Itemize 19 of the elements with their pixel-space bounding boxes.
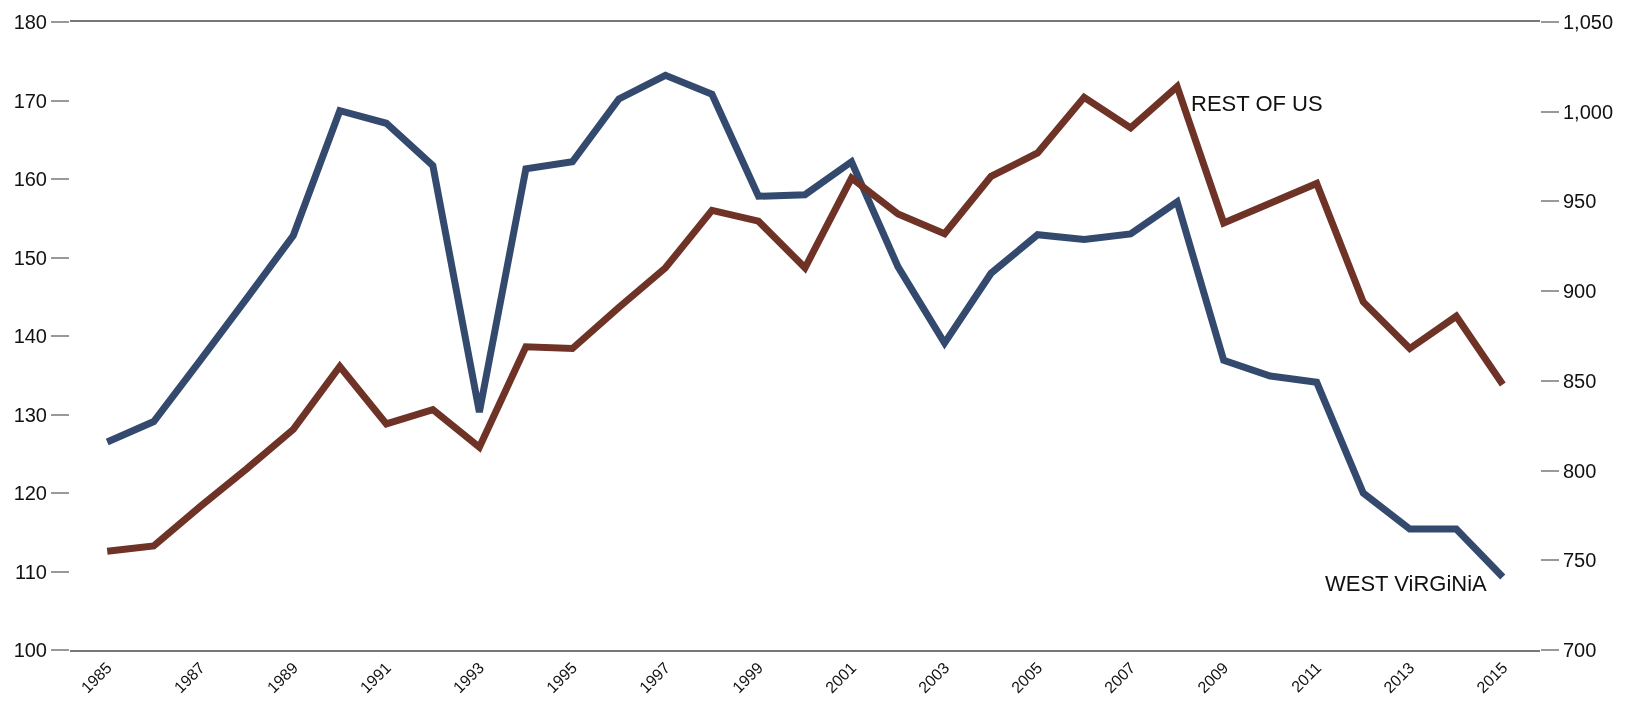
y2-tick-label: 950: [1563, 190, 1597, 213]
series-label: WEST ViRGiNiA: [1325, 571, 1488, 596]
y2-tick-label: 900: [1563, 280, 1597, 303]
y-tick-label: 110: [15, 560, 47, 583]
y2-tick-label: 1,050: [1563, 11, 1614, 33]
y-tick-label: 130: [13, 403, 47, 426]
y-tick-label: 180: [13, 11, 47, 33]
y2-tick-label: 1,000: [1563, 100, 1614, 123]
y-tick-label: 170: [13, 89, 47, 112]
y-tick-label: 160: [13, 168, 47, 190]
y-tick-label: 100: [13, 639, 47, 661]
y2-tick-label: 850: [1563, 369, 1597, 392]
series-label: REST OF US: [1191, 91, 1323, 116]
y2-tick-label: 750: [1563, 549, 1597, 572]
y-tick-label: 150: [13, 246, 47, 269]
y2-tick-label: 700: [1563, 639, 1597, 661]
y-tick-label: 140: [13, 325, 47, 347]
y2-tick-label: 800: [1563, 459, 1597, 482]
y-tick-label: 120: [13, 482, 47, 504]
